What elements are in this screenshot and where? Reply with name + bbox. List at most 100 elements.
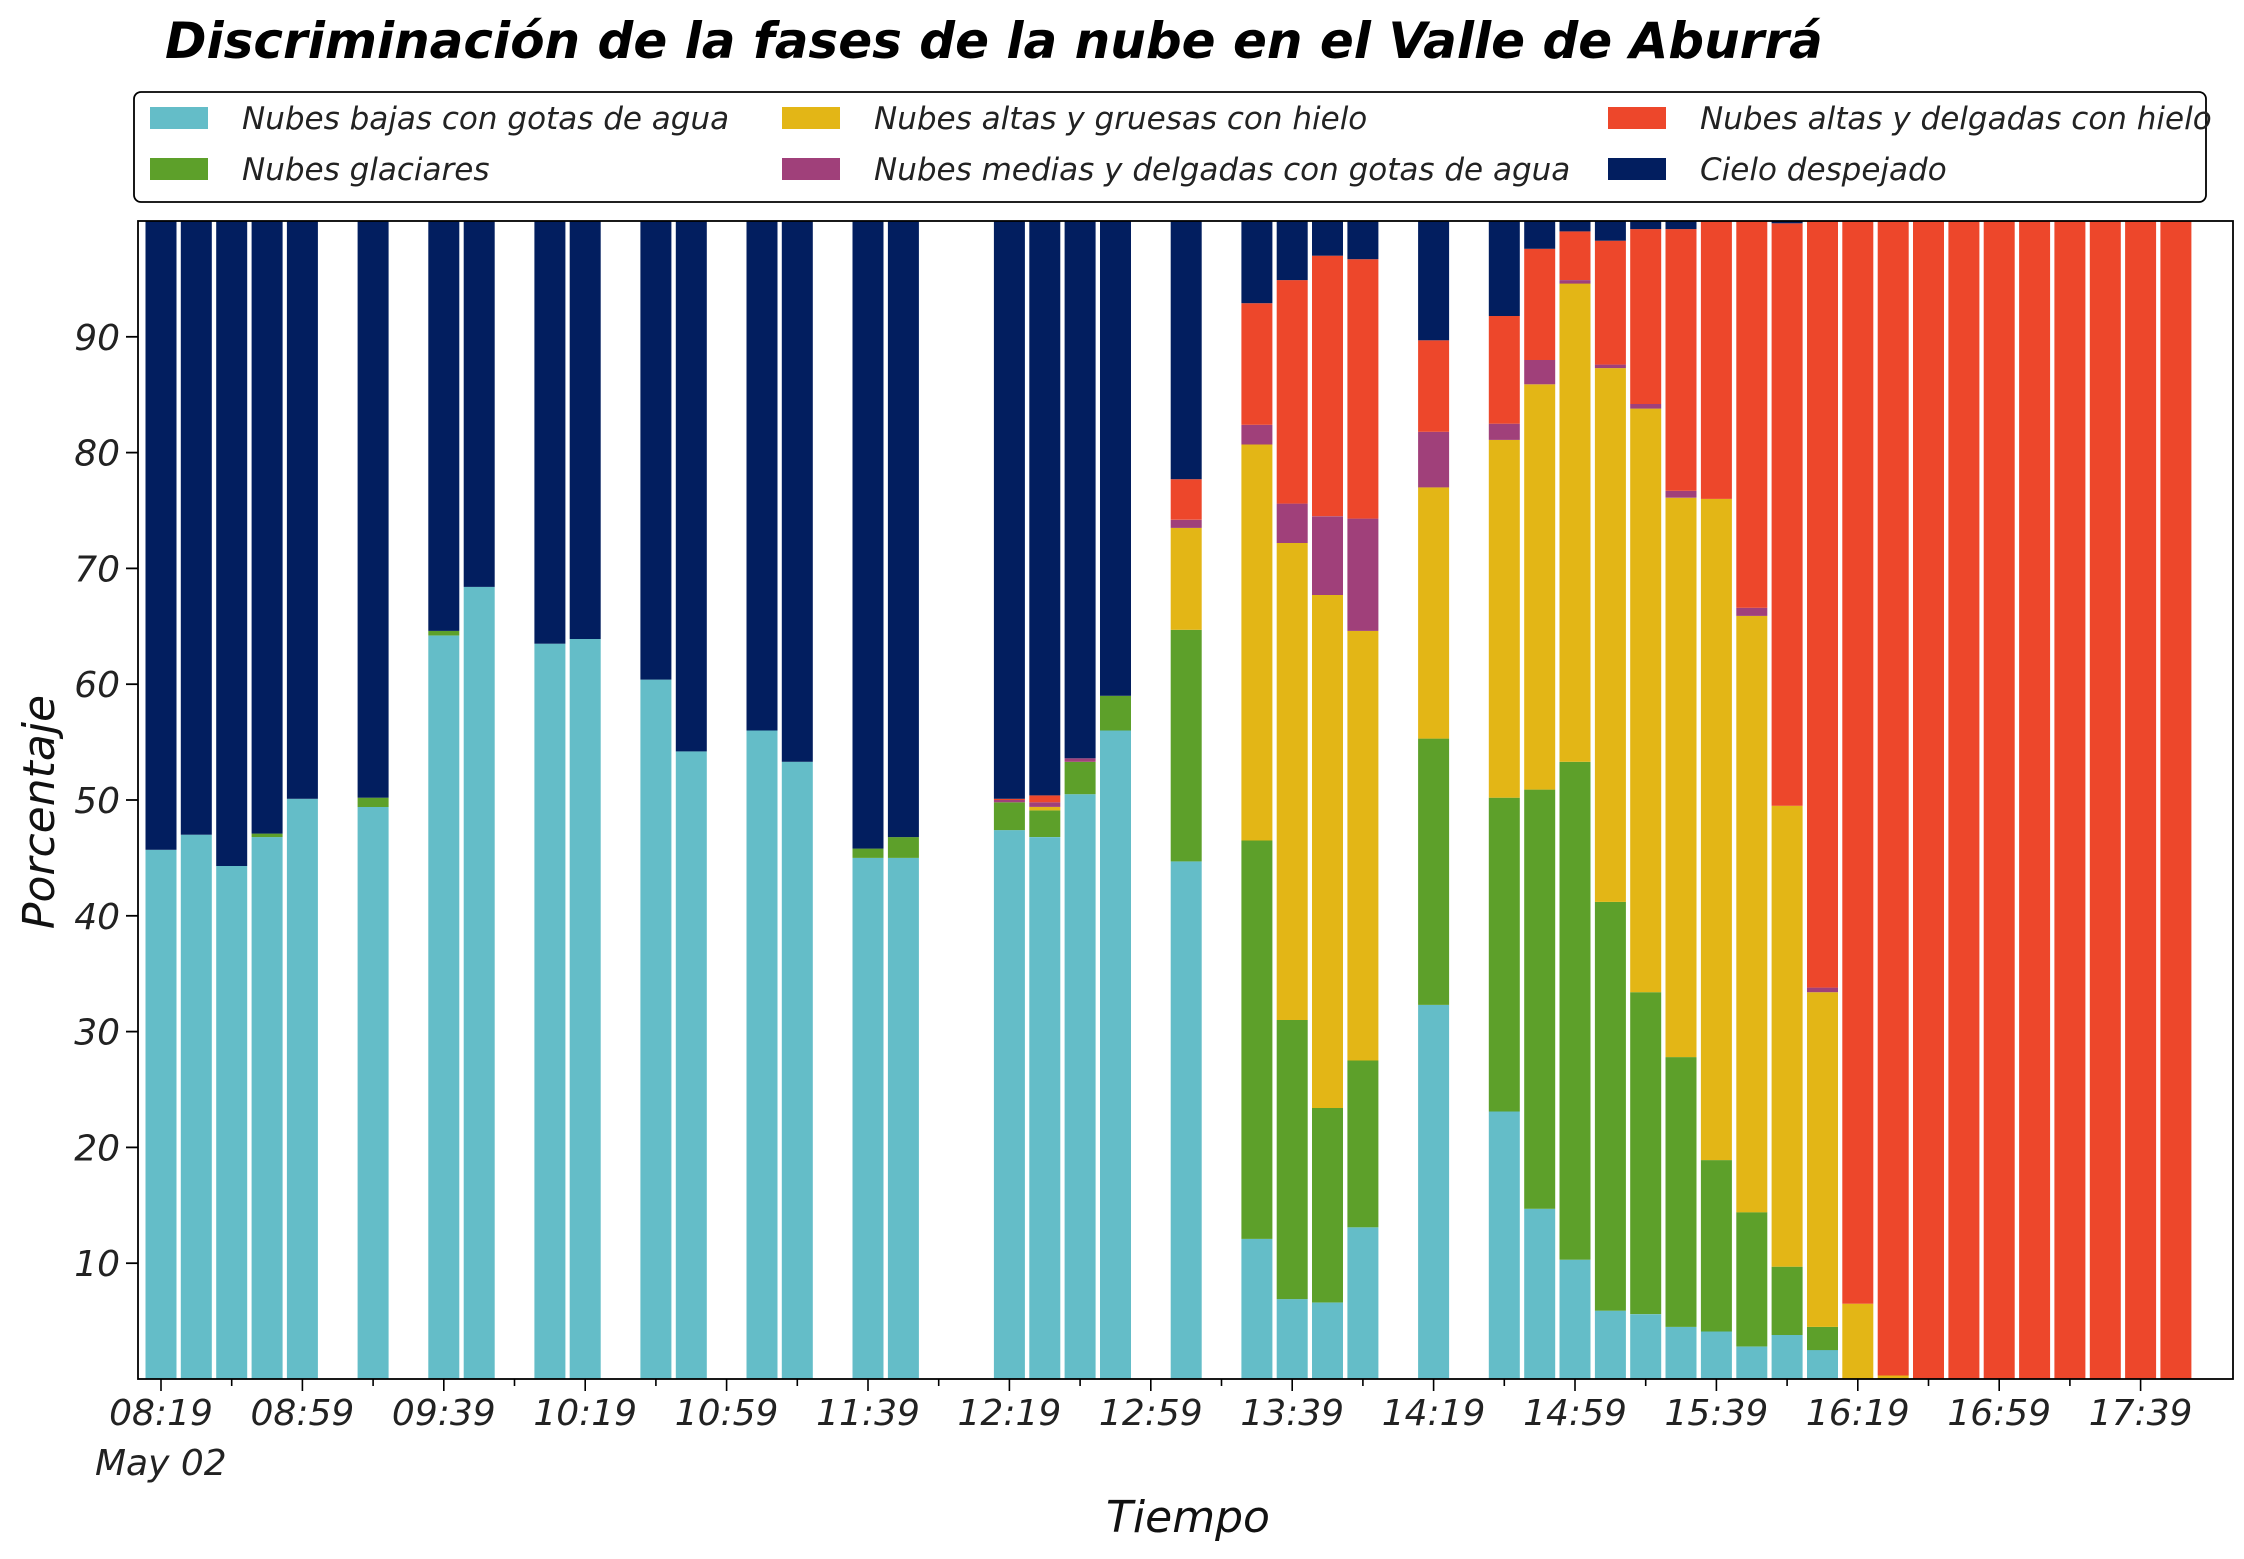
bar-segment-0859-s0 <box>286 798 318 1379</box>
bar-segment-1119-s5 <box>781 221 813 762</box>
legend-label: Nubes glaciares <box>242 152 490 188</box>
legend-swatch <box>150 107 208 129</box>
x-tick-label: 10:59 <box>675 1393 779 1434</box>
bar-segment-1239-s1 <box>1064 761 1096 795</box>
y-tick-label: 30 <box>74 1013 120 1054</box>
bar-segment-1309-s2 <box>1170 527 1202 630</box>
bar-segment-1339-s1 <box>1276 1020 1308 1300</box>
bar-segment-0839-s0 <box>216 866 248 1379</box>
legend-label: Nubes bajas con gotas de agua <box>242 101 729 137</box>
bar-segment-1559-s1 <box>1771 1266 1803 1335</box>
bar-segment-1559-s5 <box>1771 221 1803 224</box>
bar-segment-0919-s5 <box>357 221 389 798</box>
bar-segment-1459-s1 <box>1559 761 1591 1260</box>
bar-segment-1519-s2 <box>1630 408 1662 993</box>
bar-segment-1419-s3 <box>1418 431 1450 488</box>
bar-segment-1619-s2 <box>1842 1303 1874 1379</box>
bar-segment-0939-s0 <box>428 635 460 1379</box>
bar-segment-1229-s5 <box>1029 221 1061 796</box>
bar-segment-1449-s1 <box>1524 789 1556 1209</box>
bar-segment-1219-s4 <box>993 798 1025 800</box>
bar-segment-1559-s0 <box>1771 1335 1803 1379</box>
bar-segment-1539-s2 <box>1700 498 1732 1161</box>
bar-segment-1229-s4 <box>1029 795 1061 803</box>
x-tick-label: 13:39 <box>1240 1393 1344 1434</box>
bar-segment-1149-s0 <box>887 857 919 1379</box>
bar-segment-1329-s5 <box>1241 221 1273 304</box>
bar-segment-1419-s2 <box>1418 487 1450 739</box>
bar-segment-1339-s4 <box>1276 280 1308 504</box>
bar-segment-1609-s3 <box>1807 987 1838 993</box>
bar-segment-1149-s5 <box>887 221 919 838</box>
bar-segment-1219-s1 <box>993 802 1025 831</box>
x-tick-label: 17:39 <box>2089 1393 2193 1434</box>
bar-segment-1459-s0 <box>1559 1259 1591 1379</box>
bar-segment-1419-s0 <box>1418 1005 1450 1379</box>
x-tick-label: 08:19 <box>109 1393 213 1434</box>
bar-segment-1549-s3 <box>1736 607 1768 616</box>
bar-segment-1359-s1 <box>1347 1060 1379 1228</box>
bar-segment-1049-s5 <box>675 221 707 752</box>
bar-segment-1419-s1 <box>1418 738 1450 1005</box>
y-axis: 10 20 30 40 50 60 70 80 90 <box>74 318 138 1285</box>
bar-segment-1219-s3 <box>993 800 1025 803</box>
bar-segment-1139-s1 <box>852 848 884 858</box>
x-tick-label: 14:19 <box>1382 1393 1486 1434</box>
bar-segment-1139-s0 <box>852 857 884 1379</box>
bar-segment-1529-s1 <box>1665 1057 1697 1327</box>
legend: Nubes bajas con gotas de agua Nubes glaci… <box>133 91 2212 203</box>
x-tick-label: 09:39 <box>392 1393 496 1434</box>
legend-label: Nubes altas y delgadas con hielo <box>1700 101 2212 137</box>
bar-segment-1419-s5 <box>1418 221 1450 341</box>
bar-segment-1729-s4 <box>2089 221 2121 1379</box>
y-tick-label: 60 <box>74 665 120 706</box>
bar-segment-0849-s0 <box>251 837 283 1379</box>
bar-segment-1719-s4 <box>2054 221 2086 1379</box>
bar-segment-1659-s4 <box>1983 221 2015 1379</box>
bar-segment-1419-s4 <box>1418 340 1450 432</box>
bar-segment-1009-s0 <box>534 643 566 1379</box>
bar-segment-1529-s5 <box>1665 221 1697 230</box>
bar-segment-1709-s4 <box>2019 221 2051 1379</box>
bar-segment-1549-s0 <box>1736 1346 1768 1379</box>
bar-segment-0919-s1 <box>357 797 389 807</box>
bar-segment-1509-s4 <box>1594 240 1626 365</box>
x-tick-label: 15:39 <box>1665 1393 1769 1434</box>
bar-segment-1049-s0 <box>675 751 707 1379</box>
bar-segment-1739-s4 <box>2125 221 2157 1379</box>
x-tick-label: 16:19 <box>1806 1393 1910 1434</box>
bar-segment-1019-s0 <box>569 639 601 1379</box>
y-tick-label: 50 <box>74 781 120 822</box>
bar-segment-1339-s5 <box>1276 221 1308 281</box>
bar-segment-0939-s5 <box>428 221 460 631</box>
bar-segment-1149-s1 <box>887 837 919 858</box>
bar-segment-0819-s5 <box>145 221 177 850</box>
legend-label: Nubes medias y delgadas con gotas de agu… <box>874 152 1570 188</box>
bar-segment-1549-s1 <box>1736 1212 1768 1347</box>
bar-segment-1329-s0 <box>1241 1238 1273 1379</box>
bar-segment-1349-s1 <box>1312 1108 1343 1303</box>
bar-segment-1349-s0 <box>1312 1302 1343 1379</box>
bar-segment-1349-s3 <box>1312 516 1343 595</box>
bar-segment-1219-s0 <box>993 830 1025 1379</box>
bar-segment-1459-s4 <box>1559 231 1591 280</box>
bar-segment-1609-s0 <box>1807 1350 1838 1379</box>
bar-segment-1309-s1 <box>1170 629 1202 862</box>
bar-segment-1309-s5 <box>1170 221 1202 480</box>
bar-segment-0849-s5 <box>251 221 283 834</box>
bar-segment-1239-s3 <box>1064 758 1096 762</box>
x-axis-label: Tiempo <box>1106 1492 1270 1543</box>
bar-segment-1549-s4 <box>1736 221 1768 608</box>
bar-segment-0829-s5 <box>180 221 212 835</box>
bar-segment-1529-s2 <box>1665 497 1697 1058</box>
legend-box <box>133 91 2207 203</box>
bar-segment-1229-s2 <box>1029 806 1061 811</box>
bar-segment-1559-s4 <box>1771 223 1803 806</box>
bar-segment-1239-s0 <box>1064 794 1096 1379</box>
bar-segment-1349-s5 <box>1312 221 1343 256</box>
bar-segment-0919-s0 <box>357 806 389 1379</box>
bar-segment-1329-s3 <box>1241 424 1273 445</box>
bar-segment-1439-s5 <box>1488 221 1520 316</box>
bar-segment-1109-s0 <box>746 730 778 1379</box>
bar-segment-1609-s1 <box>1807 1326 1838 1351</box>
